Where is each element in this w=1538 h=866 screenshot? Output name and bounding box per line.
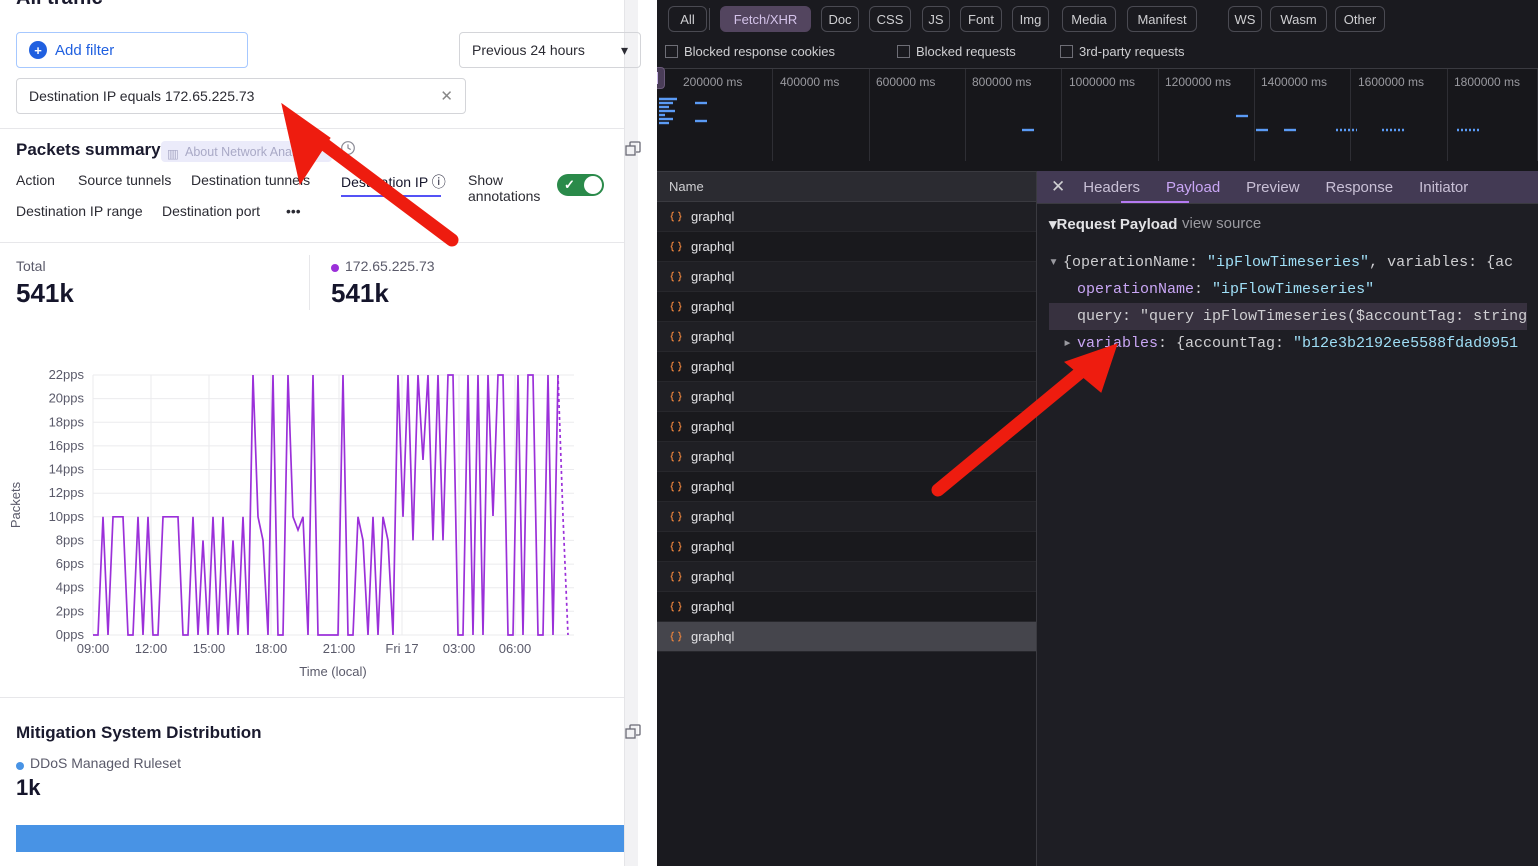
svg-text:8pps: 8pps	[56, 532, 85, 547]
svg-text:14pps: 14pps	[49, 462, 85, 477]
svg-text:4pps: 4pps	[56, 580, 85, 595]
svg-text:2pps: 2pps	[56, 603, 85, 618]
svg-text:Time (local): Time (local)	[299, 664, 366, 679]
svg-text:09:00: 09:00	[77, 641, 110, 656]
svg-text:22pps: 22pps	[49, 370, 85, 382]
svg-text:06:00: 06:00	[499, 641, 532, 656]
svg-text:Fri 17: Fri 17	[385, 641, 418, 656]
svg-text:Packets: Packets	[8, 481, 23, 528]
svg-text:12:00: 12:00	[135, 641, 168, 656]
svg-text:16pps: 16pps	[49, 438, 85, 453]
svg-text:6pps: 6pps	[56, 556, 85, 571]
svg-text:18pps: 18pps	[49, 414, 85, 429]
svg-text:18:00: 18:00	[255, 641, 288, 656]
svg-text:10pps: 10pps	[49, 509, 85, 524]
svg-text:03:00: 03:00	[443, 641, 476, 656]
svg-text:21:00: 21:00	[323, 641, 356, 656]
svg-text:0pps: 0pps	[56, 627, 85, 642]
svg-text:15:00: 15:00	[193, 641, 226, 656]
svg-text:20pps: 20pps	[49, 391, 85, 406]
svg-text:12pps: 12pps	[49, 485, 85, 500]
